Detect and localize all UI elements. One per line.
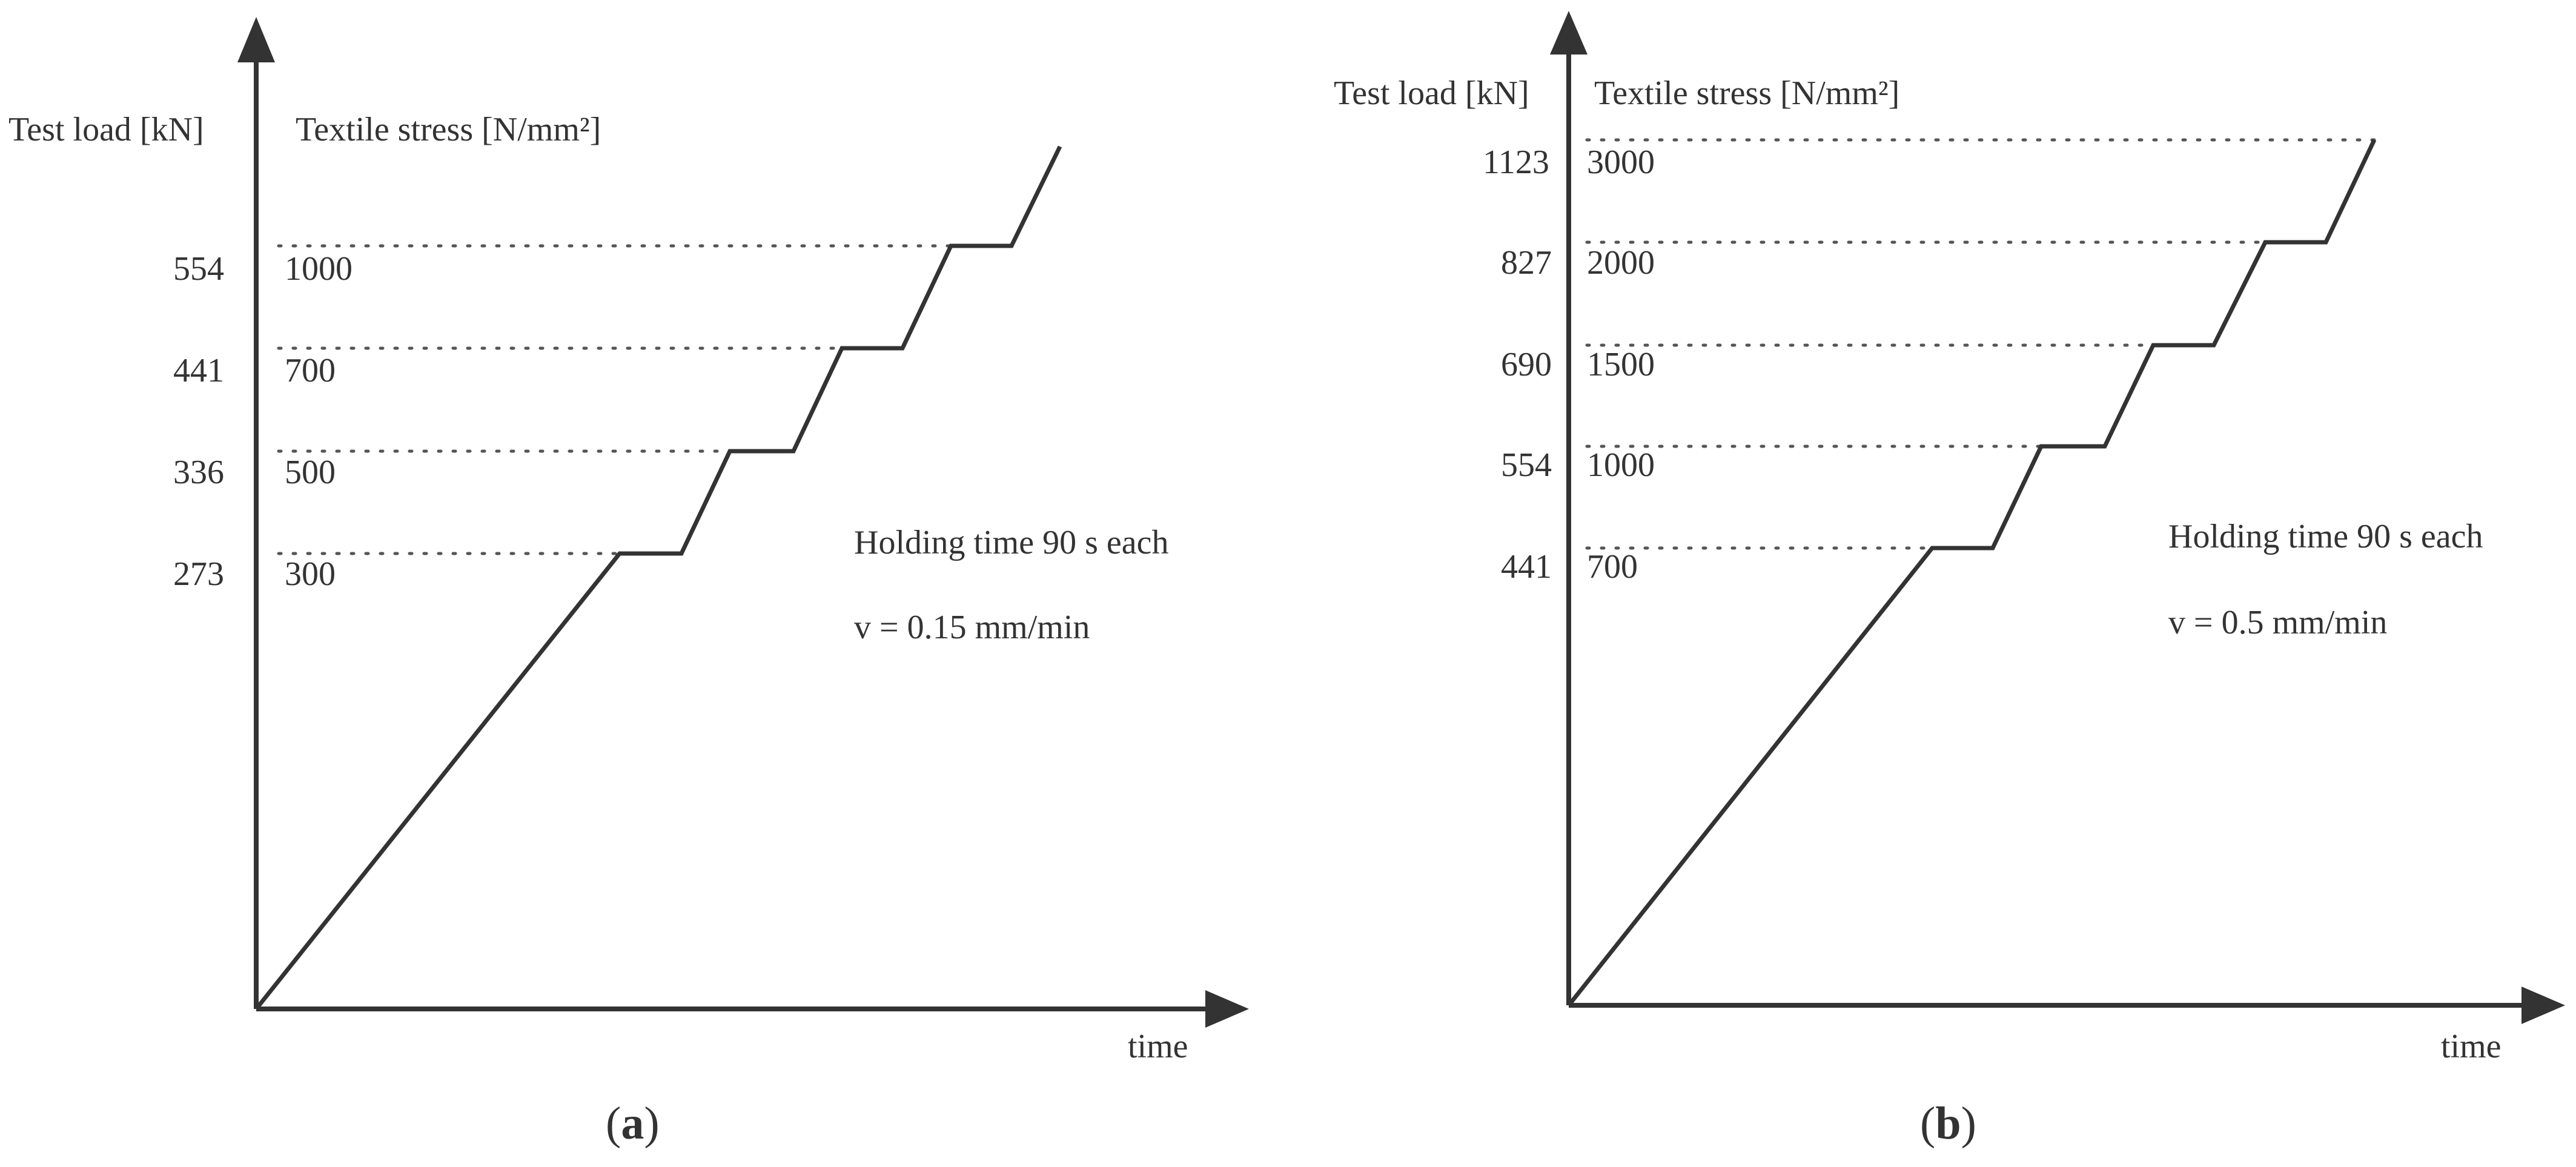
load-curve: [254, 145, 1062, 1011]
panel-a: Test load [kN] Textile stress [N/mm²] ti…: [8, 17, 1249, 1149]
stress-tick-label: 700: [1587, 548, 1638, 586]
load-tick-label: 827: [1501, 244, 1552, 282]
stress-tick-label: 3000: [1587, 144, 1655, 181]
x-axis-label: time: [2441, 1028, 2502, 1065]
stress-tick-label: 2000: [1587, 244, 1655, 282]
y-axis-arrowhead: [237, 17, 275, 62]
load-tick-label: 273: [173, 555, 224, 593]
stress-tick-label: 1000: [285, 250, 353, 288]
speed-note: v = 0.5 mm/min: [2168, 604, 2387, 641]
load-tick-label: 1123: [1483, 144, 1549, 181]
load-tick-label: 690: [1501, 346, 1552, 383]
load-curve: [1567, 139, 2377, 1007]
stress-tick-label: 700: [285, 352, 336, 389]
stress-tick-label: 300: [285, 555, 336, 593]
load-tick-label: 441: [173, 352, 224, 389]
holding-time-note: Holding time 90 s each: [854, 524, 1168, 561]
panel-caption-a: (a): [606, 1098, 660, 1149]
y-axis-label-stress: Textile stress [N/mm²]: [1594, 74, 1899, 112]
load-tick-label: 441: [1501, 548, 1552, 586]
y-axis-label-stress: Textile stress [N/mm²]: [296, 111, 601, 148]
holding-time-note: Holding time 90 s each: [2168, 518, 2483, 555]
x-axis-arrowhead: [1205, 990, 1249, 1028]
stress-tick-label: 500: [285, 454, 336, 491]
panel-caption-b: (b): [1920, 1098, 1976, 1149]
load-tick-label: 336: [173, 454, 224, 491]
load-tick-label: 554: [1501, 446, 1552, 484]
x-axis-label: time: [1128, 1028, 1188, 1065]
y-axis-arrowhead: [1550, 11, 1588, 55]
stress-tick-label: 1500: [1587, 346, 1655, 383]
x-axis-arrowhead: [2521, 987, 2565, 1024]
y-axis-label-load: Test load [kN]: [8, 111, 204, 148]
speed-note: v = 0.15 mm/min: [854, 609, 1090, 646]
panel-b: Test load [kN] Textile stress [N/mm²] ti…: [1334, 11, 2565, 1149]
y-axis-label-load: Test load [kN]: [1334, 74, 1529, 112]
stress-tick-label: 1000: [1587, 446, 1655, 484]
load-tick-label: 554: [173, 250, 224, 288]
